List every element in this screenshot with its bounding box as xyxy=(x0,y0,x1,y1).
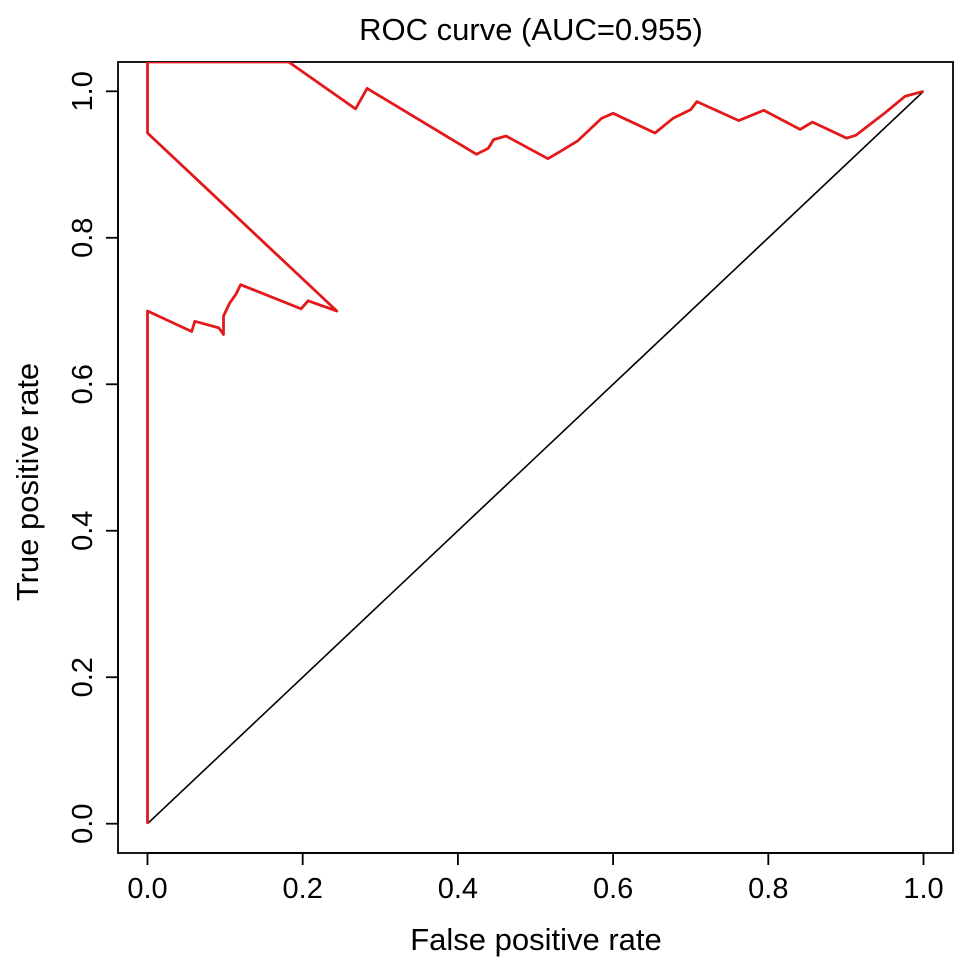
x-tick-label: 1.0 xyxy=(903,873,943,905)
roc-curve-line xyxy=(146,62,924,824)
x-tick-label: 0.2 xyxy=(283,873,323,905)
y-tick-label: 0.6 xyxy=(67,364,99,404)
x-tick-label: 0.0 xyxy=(127,873,167,905)
x-axis: 0.0 0.2 0.4 0.6 0.8 1.0 xyxy=(127,852,944,905)
x-axis-title: False positive rate xyxy=(410,922,662,957)
y-tick-label: 0.4 xyxy=(67,511,99,551)
y-tick-label: 1.0 xyxy=(67,71,99,111)
y-tick-label: 0.2 xyxy=(67,657,99,697)
y-axis-title: True positive rate xyxy=(10,363,45,601)
y-tick-label: 0.8 xyxy=(67,218,99,258)
x-tick-label: 0.6 xyxy=(593,873,633,905)
x-tick-label: 0.4 xyxy=(438,873,478,905)
y-tick-label: 0.0 xyxy=(67,804,99,844)
diagonal-reference-line xyxy=(146,90,925,825)
lines-layer xyxy=(146,62,925,825)
y-axis: 0.0 0.2 0.4 0.6 0.8 1.0 xyxy=(67,71,119,844)
x-tick-label: 0.8 xyxy=(748,873,788,905)
chart-title: ROC curve (AUC=0.955) xyxy=(359,12,703,47)
